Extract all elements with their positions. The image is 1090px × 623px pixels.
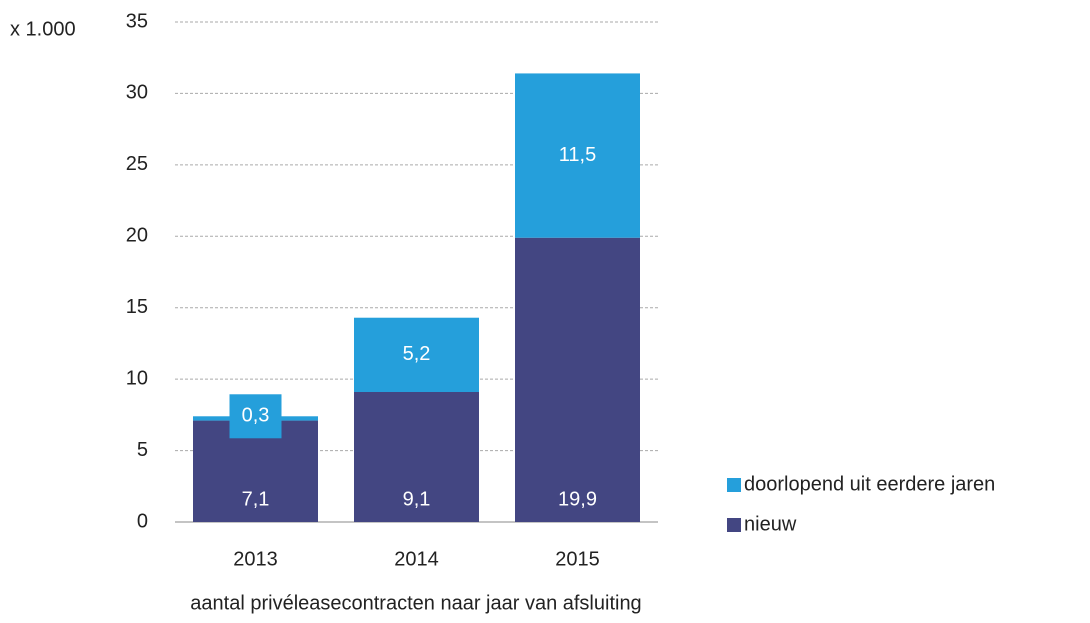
y-tick-label: 0 [137, 510, 148, 532]
legend-swatch [727, 478, 741, 492]
value-label: 11,5 [559, 144, 596, 166]
value-label: 7,1 [242, 488, 270, 510]
y-tick-label: 30 [126, 82, 148, 104]
x-tick-label: 2013 [233, 548, 278, 570]
legend-label: nieuw [744, 513, 797, 535]
y-tick-label: 10 [126, 367, 148, 389]
bar-segment [354, 317, 479, 392]
label-box [229, 394, 282, 439]
value-label: 0,3 [242, 405, 270, 427]
value-label: 5,2 [403, 343, 431, 365]
bar-segment [515, 73, 640, 238]
y-unit-label: x 1.000 [10, 18, 76, 40]
y-tick-label: 35 [126, 10, 148, 32]
y-tick-label: 5 [137, 439, 148, 461]
value-label: 9,1 [403, 488, 431, 510]
legend-swatch [727, 518, 741, 532]
x-axis-title: aantal privéleasecontracten naar jaar va… [190, 592, 641, 614]
bar-segment [354, 392, 479, 522]
bar-segment [515, 237, 640, 522]
x-tick-label: 2014 [394, 548, 439, 570]
legend-label: doorlopend uit eerdere jaren [744, 473, 995, 495]
y-tick-label: 15 [126, 296, 148, 318]
value-label: 19,9 [558, 488, 597, 510]
x-tick-label: 2015 [555, 548, 600, 570]
y-tick-label: 20 [126, 225, 148, 247]
y-tick-label: 25 [126, 153, 148, 175]
